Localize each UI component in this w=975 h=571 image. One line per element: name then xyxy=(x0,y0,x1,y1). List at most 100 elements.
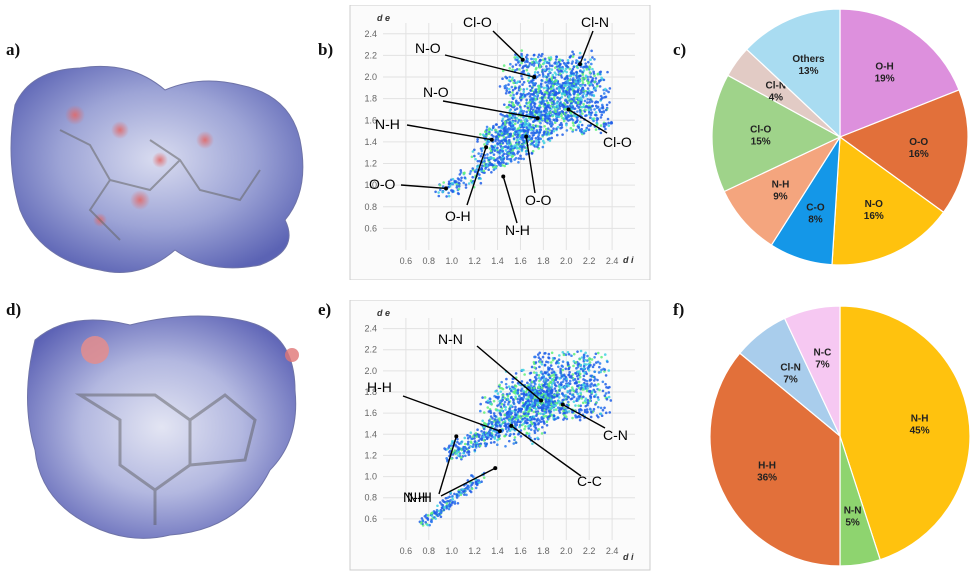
fingerprint-point xyxy=(538,104,542,107)
fingerprint-point xyxy=(583,410,587,414)
fingerprint-point xyxy=(591,67,594,71)
fingerprint-point xyxy=(523,403,526,406)
fingerprint-point xyxy=(511,154,515,158)
fingerprint-point xyxy=(525,119,529,122)
fingerprint-point xyxy=(494,390,497,393)
fingerprint-point xyxy=(528,95,532,98)
fingerprint-point xyxy=(479,147,483,150)
fingerprint-point xyxy=(480,149,484,153)
fingerprint-point xyxy=(511,134,515,138)
fingerprint-point xyxy=(494,408,498,411)
fingerprint-point xyxy=(489,428,492,431)
fingerprint-point xyxy=(524,121,528,124)
fingerprint-point xyxy=(474,482,478,486)
fingerprint-point xyxy=(528,406,532,410)
fingerprint-point xyxy=(468,434,472,438)
fingerprint-point xyxy=(530,86,534,90)
fingerprint-point xyxy=(582,69,586,72)
fingerprint-point xyxy=(499,161,503,165)
fingerprint-point xyxy=(550,367,554,371)
fingerprint-point xyxy=(558,411,562,414)
fingerprint-point xyxy=(556,104,560,108)
pie-slice xyxy=(839,8,960,138)
fingerprint-point xyxy=(558,72,562,76)
fingerprint-point xyxy=(580,408,583,412)
fingerprint-point xyxy=(441,190,445,194)
fingerprint-point xyxy=(543,57,547,61)
fingerprint-point xyxy=(533,71,537,74)
fingerprint-point xyxy=(480,480,483,483)
fingerprint-point xyxy=(511,377,515,381)
fingerprint-point xyxy=(476,159,480,163)
fingerprint-point xyxy=(510,395,513,399)
fingerprint-point xyxy=(534,427,538,430)
fingerprint-point xyxy=(471,167,475,170)
fingerprint-point xyxy=(480,167,484,171)
fingerprint-point xyxy=(542,99,545,103)
fingerprint-point xyxy=(529,396,533,399)
annotation-arrowhead xyxy=(493,466,498,471)
annotation-arrowhead xyxy=(501,174,506,179)
fingerprint-point xyxy=(467,440,470,444)
pie-slice-label: N-O xyxy=(865,199,884,210)
fingerprint-point xyxy=(575,70,578,74)
fingerprint-point xyxy=(586,101,589,104)
fingerprint-point xyxy=(550,125,553,128)
fingerprint-point xyxy=(558,58,561,61)
annotation-label: N-H xyxy=(505,222,530,238)
fingerprint-point xyxy=(586,87,590,90)
annotation-arrowhead xyxy=(535,116,540,121)
fingerprint-point xyxy=(534,88,538,91)
fingerprint-point xyxy=(537,87,540,91)
y-tick-label: 2.0 xyxy=(364,366,377,376)
fingerprint-point xyxy=(526,79,530,83)
fingerprint-point xyxy=(453,449,457,452)
fingerprint-point xyxy=(554,378,558,382)
annotation-arrow xyxy=(406,124,492,141)
fingerprint-point xyxy=(512,137,516,140)
fingerprint-point xyxy=(512,81,515,85)
fingerprint-point xyxy=(519,107,523,111)
fingerprint-point xyxy=(518,137,522,141)
fingerprint-point xyxy=(524,150,528,153)
fingerprint-point xyxy=(500,399,504,403)
fingerprint-point xyxy=(594,111,598,114)
fingerprint-point xyxy=(542,133,546,136)
fingerprint-point xyxy=(500,147,504,151)
fingerprint-point xyxy=(504,422,507,425)
fingerprint-point xyxy=(568,55,572,59)
fingerprint-point xyxy=(492,168,496,172)
fingerprint-point xyxy=(500,386,504,390)
fingerprint-point xyxy=(501,133,505,137)
fingerprint-point xyxy=(487,431,490,435)
fingerprint-point xyxy=(522,412,526,415)
fingerprint-point xyxy=(571,128,575,132)
x-tick-label: 0.8 xyxy=(423,546,436,556)
fingerprint-point xyxy=(481,396,484,399)
fingerprint-point xyxy=(525,421,529,425)
annotation-label: N-O xyxy=(415,40,441,56)
fingerprint-point xyxy=(514,425,517,428)
x-tick-label: 1.6 xyxy=(514,256,527,266)
y-tick-label: 1.8 xyxy=(364,387,377,397)
fingerprint-point xyxy=(574,361,578,364)
fingerprint-point xyxy=(520,61,523,65)
fingerprint-point xyxy=(553,71,557,74)
fingerprint-point xyxy=(578,92,582,95)
fingerprint-point xyxy=(536,391,539,395)
fingerprint-point xyxy=(499,390,503,393)
fingerprint-point xyxy=(523,373,526,376)
pie-slice-value: 36% xyxy=(757,472,777,483)
fingerprint-point xyxy=(595,106,599,110)
fingerprint-point xyxy=(520,74,523,78)
y-tick-label: 0.6 xyxy=(364,514,377,524)
fingerprint-point xyxy=(545,99,549,103)
fingerprint-point xyxy=(545,423,549,427)
annotation-arrowhead xyxy=(578,62,583,67)
fingerprint-point xyxy=(586,97,590,101)
pie-chart-f: N-H45%N-N5%H-H36%Cl-N7%N-C7% xyxy=(709,305,971,567)
fingerprint-point xyxy=(498,400,501,403)
fingerprint-point xyxy=(519,154,522,158)
annotation-label: O-H xyxy=(445,208,471,224)
fingerprint-point xyxy=(584,397,588,400)
